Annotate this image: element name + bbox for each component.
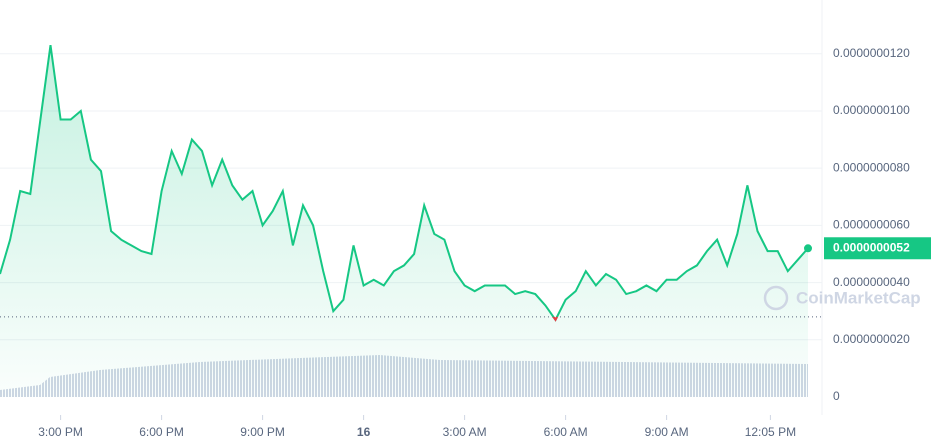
watermark: CoinMarketCap	[763, 285, 921, 311]
y-tick-label: 0.0000000020	[833, 332, 910, 346]
last-point	[804, 244, 812, 253]
y-tick-label: 0.0000000080	[833, 160, 910, 174]
watermark-text: CoinMarketCap	[796, 288, 921, 307]
current-price-label: 0.0000000052	[833, 240, 910, 254]
x-tick-label: 6:00 PM	[139, 425, 184, 439]
y-tick-label: 0.0000000060	[833, 218, 910, 232]
price-line	[0, 45, 809, 322]
y-tick-label: 0.0000000040	[833, 275, 910, 289]
y-tick-label: 0.0000000100	[833, 103, 910, 117]
y-tick-label: 0	[833, 389, 840, 403]
price-area	[0, 45, 808, 397]
x-tick-label: 16	[357, 425, 371, 439]
x-tick-label: 3:00 PM	[38, 425, 83, 439]
x-tick-label: 3:00 AM	[443, 425, 487, 439]
current-price-box	[824, 237, 931, 260]
y-tick-label: 0.0000000120	[833, 46, 910, 60]
x-tick-label: 6:00 AM	[544, 425, 588, 439]
x-tick-label: 12:05 PM	[745, 425, 796, 439]
x-tick-label: 9:00 AM	[645, 425, 689, 439]
x-tick-label: 9:00 PM	[240, 425, 285, 439]
